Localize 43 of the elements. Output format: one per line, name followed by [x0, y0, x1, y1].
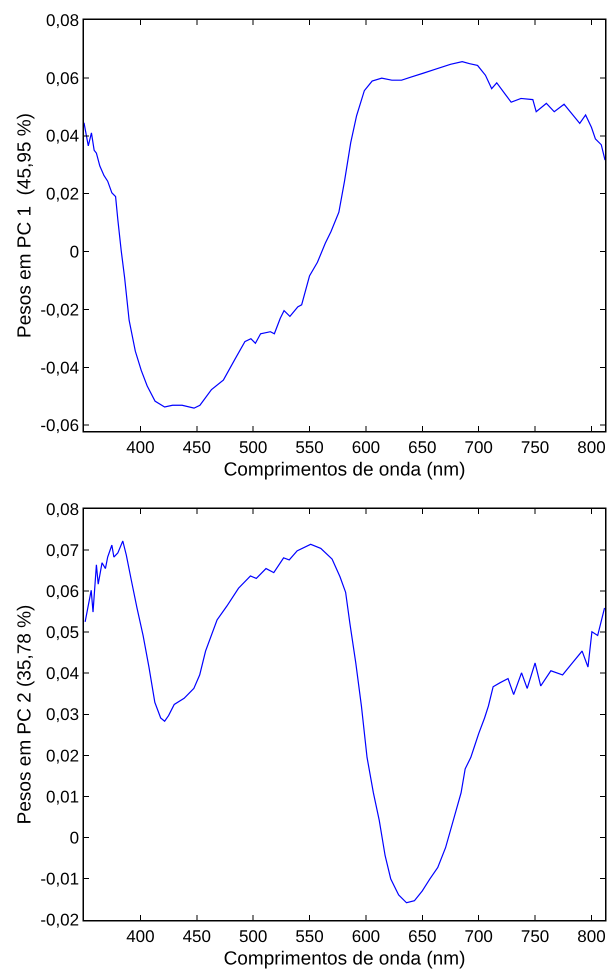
x-tick-label: 650: [408, 926, 436, 946]
x-tick-label: 600: [352, 438, 380, 457]
y-tick-label: 0: [70, 828, 80, 848]
x-axis-title: Comprimentos de onda (nm): [224, 948, 466, 970]
x-tick-label: 700: [464, 438, 493, 457]
x-tick-label: 650: [408, 438, 436, 457]
y-tick-label: 0,08: [46, 500, 80, 519]
x-tick-label: 500: [238, 438, 268, 457]
x-tick-label: 550: [295, 926, 324, 946]
y-tick-label: 0: [70, 242, 80, 262]
x-axis-title: Comprimentos de onda (nm): [224, 459, 466, 480]
y-tick-label: -0,06: [40, 416, 80, 436]
x-tick-label: 400: [126, 926, 155, 946]
y-tick-label: 0,08: [46, 10, 80, 30]
y-tick-label: -0,04: [40, 358, 80, 378]
x-tick-label: 600: [352, 926, 380, 946]
line-series: [84, 61, 605, 409]
x-tick-label: 800: [577, 438, 606, 457]
x-tick-label: 800: [577, 926, 606, 946]
x-tick-label: 750: [520, 926, 550, 946]
y-tick-label: 0,01: [46, 787, 80, 806]
y-tick-label: 0,02: [46, 746, 80, 766]
y-tick-label: 0,05: [46, 623, 80, 642]
y-tick-label: 0,06: [46, 582, 80, 602]
y-tick-label: -0,02: [40, 910, 80, 930]
y-tick-label: 0,07: [46, 541, 80, 560]
x-tick-label: 400: [126, 438, 155, 457]
y-tick-label: 0,04: [46, 664, 80, 684]
y-axis-title: Pesos em PC 2 (35,78 %): [14, 604, 36, 824]
y-tick-label: 0,06: [46, 68, 80, 88]
x-tick-label: 700: [464, 926, 493, 946]
y-tick-label: 0,04: [46, 126, 80, 146]
x-tick-label: 750: [520, 438, 550, 457]
y-tick-label: -0,02: [40, 300, 80, 320]
line-series: [84, 540, 605, 904]
y-tick-label: -0,01: [40, 869, 80, 888]
x-tick-label: 450: [182, 926, 211, 946]
x-tick-label: 550: [295, 438, 324, 457]
y-tick-label: 0,02: [46, 184, 80, 204]
x-tick-label: 450: [182, 438, 211, 457]
x-tick-label: 500: [238, 926, 268, 946]
y-axis-title: Pesos em PC 1 (45,95 %): [14, 113, 36, 338]
y-tick-label: 0,03: [46, 705, 80, 724]
